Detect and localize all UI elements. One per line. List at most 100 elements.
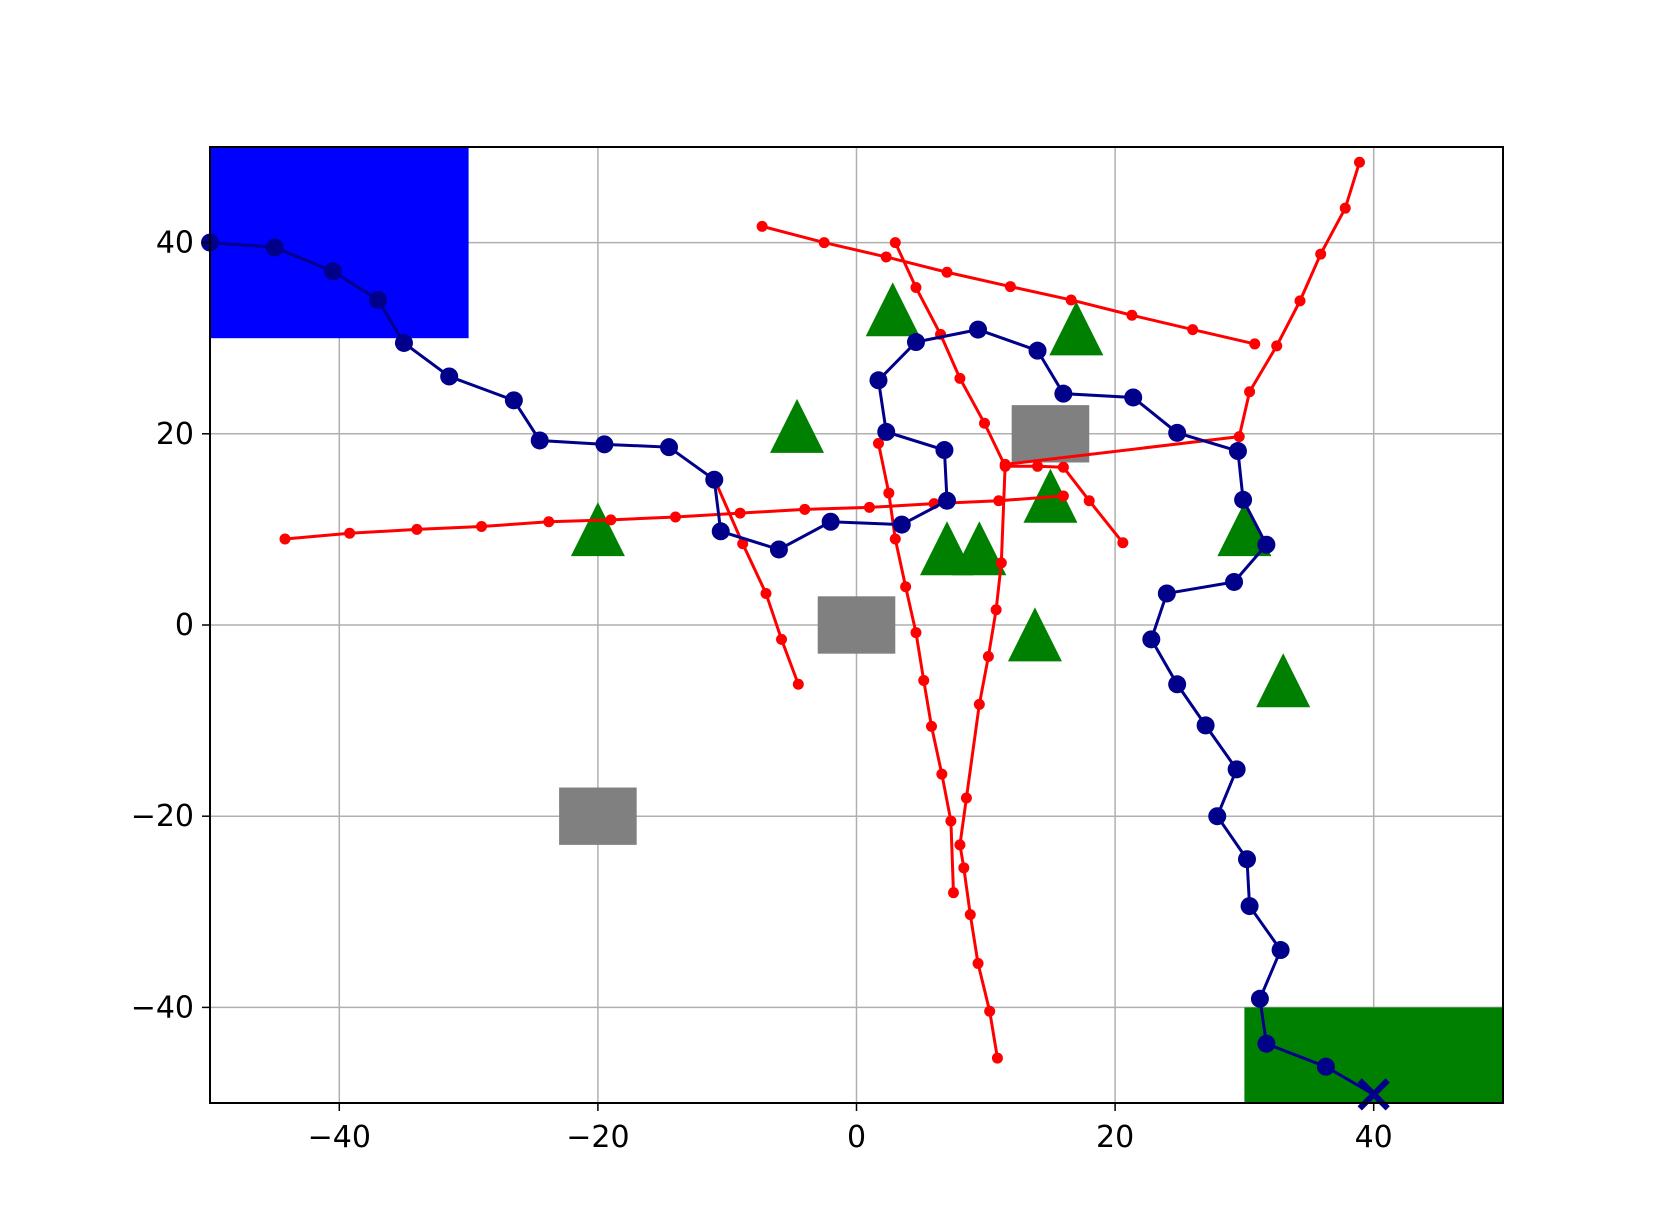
dynamic-obstacle-point (279, 533, 291, 545)
dynamic-obstacle-point (958, 862, 970, 874)
dynamic-obstacle-point (993, 495, 1005, 507)
dynamic-obstacle-point (925, 720, 937, 732)
path-point (1054, 384, 1073, 403)
dynamic-obstacle-point (543, 516, 555, 528)
dynamic-obstacle-point (760, 587, 772, 599)
path-point (938, 491, 957, 510)
dynamic-obstacle-point (776, 633, 788, 645)
path-point (1271, 941, 1290, 960)
y-tick-label: 20 (156, 417, 194, 452)
dynamic-obstacle-point (1004, 281, 1016, 293)
dynamic-obstacle-point (918, 674, 930, 686)
path-point (892, 515, 911, 534)
path-point (1028, 341, 1047, 360)
dynamic-obstacle-point (979, 417, 991, 429)
path-point (1237, 850, 1256, 869)
path-point (323, 262, 342, 281)
dynamic-obstacle-point (973, 698, 985, 710)
dynamic-obstacle-point (964, 909, 976, 921)
path-point (369, 290, 388, 309)
path-point (595, 435, 614, 454)
path-point (1168, 423, 1187, 442)
goal-region (1244, 1007, 1503, 1103)
path-point (1168, 675, 1187, 694)
landmark-triangle (1007, 607, 1062, 662)
path-point (530, 431, 549, 450)
path-point (969, 320, 988, 339)
dynamic-obstacle-point (945, 815, 957, 827)
path-point (1227, 760, 1246, 779)
x-tick-label: −40 (308, 1120, 371, 1155)
landmark-triangle (570, 502, 625, 557)
dynamic-obstacle-point (872, 437, 884, 449)
static-obstacle (817, 596, 896, 654)
dynamic-obstacle-point (344, 527, 356, 539)
path-point (1142, 630, 1161, 649)
x-tick-label: 0 (847, 1120, 866, 1155)
path-point (1225, 572, 1244, 591)
dynamic-obstacle-point (756, 220, 768, 232)
dynamic-obstacle-point (889, 237, 901, 249)
path-point (394, 333, 413, 352)
dynamic-obstacle-line (893, 241, 1125, 544)
dynamic-obstacle-point (972, 957, 984, 969)
dynamic-obstacle-tracks (279, 156, 1365, 1064)
path-point (1228, 442, 1247, 461)
landmark-triangle (1049, 301, 1104, 356)
dynamic-obstacle-point (1353, 156, 1365, 168)
path-point (1240, 897, 1259, 916)
dynamic-obstacle-line (877, 443, 955, 893)
y-tick-label: 40 (156, 226, 194, 261)
path-point (769, 540, 788, 559)
dynamic-obstacle-point (1126, 309, 1138, 321)
dynamic-obstacle-point (863, 501, 875, 513)
x-tick-label: 40 (1355, 1120, 1393, 1155)
dynamic-obstacle-point (792, 678, 804, 690)
path-point (1234, 490, 1253, 509)
dynamic-obstacle-point (476, 521, 488, 533)
path-point (935, 441, 954, 460)
dynamic-obstacle-point (947, 887, 959, 899)
path-point (821, 512, 840, 531)
x-tick-label: −20 (566, 1120, 629, 1155)
dynamic-obstacle-point (605, 514, 617, 526)
landmark-triangle (865, 282, 920, 337)
static-obstacle (1011, 405, 1090, 463)
dynamic-obstacle-point (1249, 338, 1261, 350)
dynamic-obstacle-point (941, 266, 953, 278)
regions (210, 147, 1503, 1103)
dynamic-obstacle-point (910, 282, 922, 294)
landmark-triangle (770, 398, 825, 453)
dynamic-obstacle-point (982, 651, 994, 663)
dynamic-obstacle-point (1057, 490, 1069, 502)
dynamic-obstacle-point (883, 487, 895, 499)
dynamic-obstacle-point (995, 557, 1007, 569)
dynamic-obstacle-point (954, 372, 966, 384)
path-point (1250, 989, 1269, 1008)
dynamic-obstacle-point (910, 627, 922, 639)
path-point (440, 367, 459, 386)
start-region (210, 147, 469, 339)
dynamic-obstacle-point (799, 503, 811, 515)
path-point (711, 522, 730, 541)
x-tick-label: 20 (1096, 1120, 1134, 1155)
dynamic-obstacle-point (1271, 340, 1283, 352)
y-axis: 40 20 0 −20 −40 (131, 226, 210, 1025)
path-point (869, 371, 888, 390)
path-point (1124, 388, 1143, 407)
path-point (1257, 1034, 1276, 1053)
dynamic-obstacle-point (900, 581, 912, 593)
dynamic-obstacle-point (954, 839, 966, 851)
landmark-triangle (1256, 653, 1311, 708)
dynamic-obstacle-point (818, 237, 830, 249)
y-tick-label: −40 (131, 990, 194, 1025)
path-point (877, 422, 896, 441)
path-point (906, 333, 925, 352)
path-point (1196, 716, 1215, 735)
path-point (1208, 807, 1227, 826)
dynamic-obstacle-point (737, 538, 749, 550)
dynamic-obstacle-point (1032, 460, 1044, 472)
y-tick-label: −20 (131, 799, 194, 834)
dynamic-obstacle-point (1233, 431, 1245, 443)
